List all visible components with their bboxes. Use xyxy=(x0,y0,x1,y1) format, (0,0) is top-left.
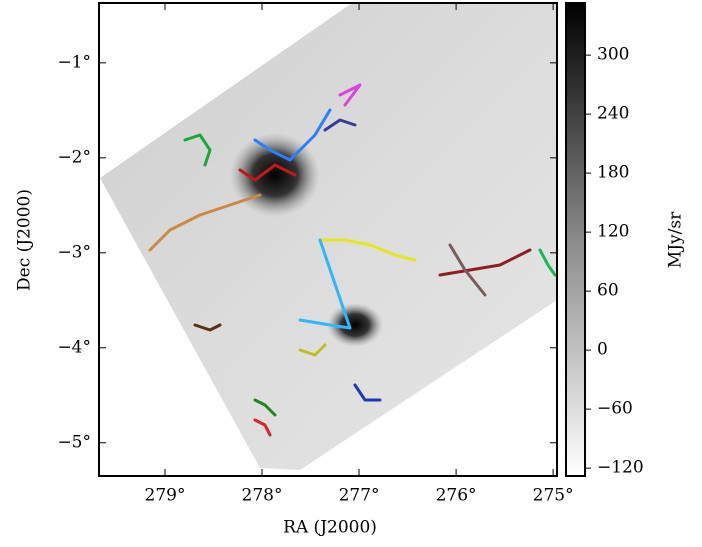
x-tick-label: 279° xyxy=(145,486,186,506)
x-tick-label: 276° xyxy=(436,486,477,506)
colorbar xyxy=(566,3,585,476)
y-tick-label: −2° xyxy=(57,147,91,167)
colorbar-tick-label: 240 xyxy=(597,104,629,124)
chart: RA (J2000) Dec (J2000) MJy/sr 279° 278° 27… xyxy=(0,0,702,547)
colorbar-tick-label: 0 xyxy=(597,340,608,360)
x-axis-label: RA (J2000) xyxy=(283,518,377,538)
x-tick-label: 275° xyxy=(533,486,574,506)
colorbar-tick-label: 180 xyxy=(597,163,629,183)
y-tick-label: −5° xyxy=(57,432,91,452)
sky-image xyxy=(100,3,557,470)
y-tick-label: −1° xyxy=(57,52,91,72)
colorbar-tick-label: 60 xyxy=(597,281,619,301)
colorbar-tick-label: −60 xyxy=(597,399,633,419)
y-axis-label: Dec (J2000) xyxy=(15,189,35,291)
colorbar-label: MJy/sr xyxy=(666,211,686,268)
x-tick-label: 278° xyxy=(242,486,283,506)
colorbar-tick-label: 120 xyxy=(597,222,629,242)
y-tick-label: −3° xyxy=(57,242,91,262)
y-tick-label: −4° xyxy=(57,337,91,357)
colorbar-tick-label: 300 xyxy=(597,45,629,65)
colorbar-tick-label: −120 xyxy=(597,458,644,478)
x-tick-label: 277° xyxy=(339,486,380,506)
